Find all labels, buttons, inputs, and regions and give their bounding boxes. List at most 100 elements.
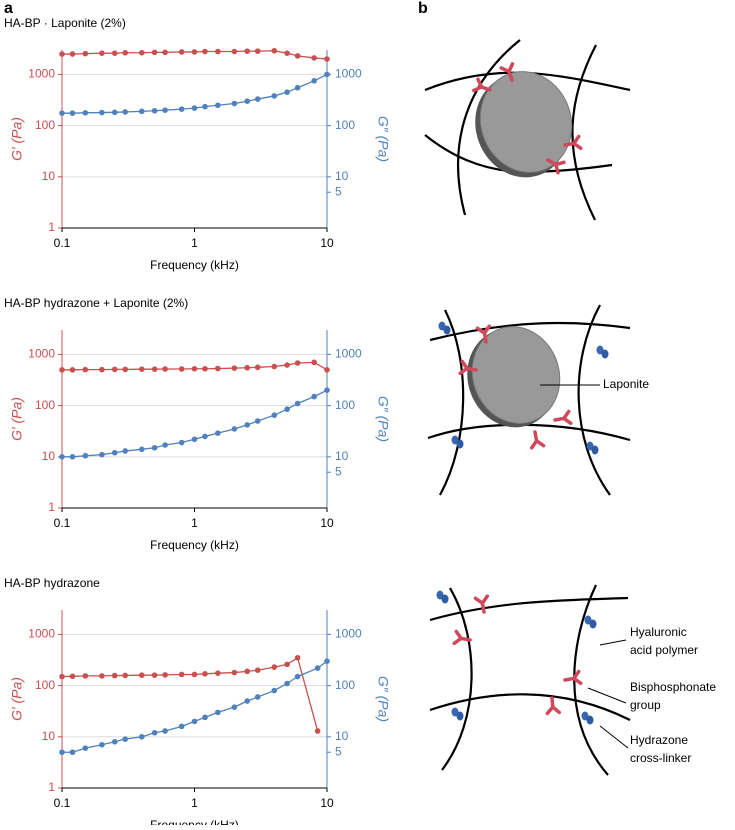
x-axis-label: Frequency (kHz) <box>150 538 239 552</box>
x-tick-label: 10 <box>320 516 334 530</box>
y2-tick-label: 10 <box>335 729 349 743</box>
data-point <box>151 729 158 736</box>
data-point <box>59 749 65 756</box>
data-point <box>324 367 330 373</box>
data-point <box>111 672 118 679</box>
chart-title: HA-BP hydrazone <box>4 576 100 590</box>
y-tick-label: 100 <box>35 398 55 412</box>
data-point <box>59 454 65 460</box>
data-point <box>284 89 290 95</box>
data-point <box>311 78 317 84</box>
data-point <box>191 436 198 443</box>
y-axis-label: G′ (Pa) <box>9 677 25 721</box>
data-point <box>294 400 301 407</box>
y-tick-label: 1 <box>48 500 55 514</box>
data-point <box>324 387 330 394</box>
charts: HA-BP · Laponite (2%)1101001000510100100… <box>4 16 391 830</box>
data-point <box>69 367 76 373</box>
data-point <box>231 426 238 432</box>
y2-tick-label: 10 <box>335 449 349 463</box>
data-point <box>162 49 168 56</box>
data-point <box>284 406 290 413</box>
data-point <box>59 51 65 57</box>
data-point <box>138 366 145 372</box>
x-tick-label: 1 <box>191 796 198 810</box>
data-point <box>271 93 278 99</box>
data-point <box>231 669 238 676</box>
x-tick-label: 0.1 <box>54 796 71 810</box>
data-point <box>111 366 118 373</box>
data-point <box>231 48 238 55</box>
data-point <box>244 48 251 54</box>
x-tick-label: 10 <box>320 796 334 810</box>
data-point <box>69 110 76 116</box>
data-point <box>178 671 185 678</box>
data-point <box>122 736 129 742</box>
data-point <box>162 728 168 734</box>
data-point <box>202 365 208 372</box>
data-point <box>82 673 89 679</box>
y2-axis-label: G″ (Pa) <box>375 116 391 162</box>
y-tick-label: 1000 <box>28 67 55 81</box>
y-axis-label: G′ (Pa) <box>9 117 25 161</box>
y2-tick-label: 1000 <box>335 67 362 81</box>
y2-tick-label: 5 <box>335 184 342 198</box>
series-line <box>61 656 319 732</box>
data-point <box>178 49 185 55</box>
data-point <box>59 673 65 680</box>
y2-tick-label: 10 <box>335 169 349 183</box>
data-point <box>99 673 105 679</box>
data-point <box>138 446 145 453</box>
data-point <box>138 734 145 740</box>
data-point <box>231 704 238 710</box>
data-point <box>244 364 251 371</box>
data-point <box>244 698 251 704</box>
data-point <box>111 449 118 456</box>
data-point <box>138 49 145 56</box>
data-point <box>69 51 76 57</box>
x-tick-label: 1 <box>191 236 198 250</box>
data-point <box>202 714 208 721</box>
data-point <box>215 48 221 55</box>
data-point <box>69 749 76 756</box>
chart-title: HA-BP hydrazone + Laponite (2%) <box>4 296 188 310</box>
y2-tick-label: 1000 <box>335 347 362 361</box>
data-point <box>231 365 238 371</box>
data-point <box>69 454 76 460</box>
diagram-label: acid polymer <box>630 643 698 657</box>
data-point <box>271 687 278 694</box>
x-axis-label: Frequency (kHz) <box>150 258 239 272</box>
data-point <box>294 654 301 661</box>
data-point <box>99 366 105 373</box>
data-point <box>122 448 129 454</box>
series-line <box>62 389 328 458</box>
y-tick-label: 1000 <box>28 347 55 361</box>
data-point <box>151 107 158 114</box>
data-point <box>294 53 301 59</box>
y-tick-label: 10 <box>42 729 56 743</box>
data-point <box>271 412 278 418</box>
data-point <box>294 360 301 366</box>
y2-tick-label: 100 <box>335 398 355 412</box>
data-point <box>122 109 129 115</box>
data-point <box>324 658 330 664</box>
data-point <box>111 738 118 745</box>
data-point <box>254 364 261 371</box>
data-point <box>122 366 129 373</box>
data-point <box>82 452 89 459</box>
data-point <box>202 433 208 440</box>
data-point <box>244 422 251 428</box>
data-point <box>151 49 158 56</box>
data-point <box>191 718 198 725</box>
data-point <box>215 102 221 109</box>
y2-tick-label: 100 <box>335 678 355 692</box>
panel-label: b <box>418 0 428 17</box>
data-point <box>82 109 89 116</box>
data-point <box>191 365 198 372</box>
data-point <box>271 363 278 370</box>
data-point <box>215 709 221 716</box>
data-point <box>162 366 168 372</box>
data-point <box>215 670 221 676</box>
data-point <box>162 107 168 114</box>
